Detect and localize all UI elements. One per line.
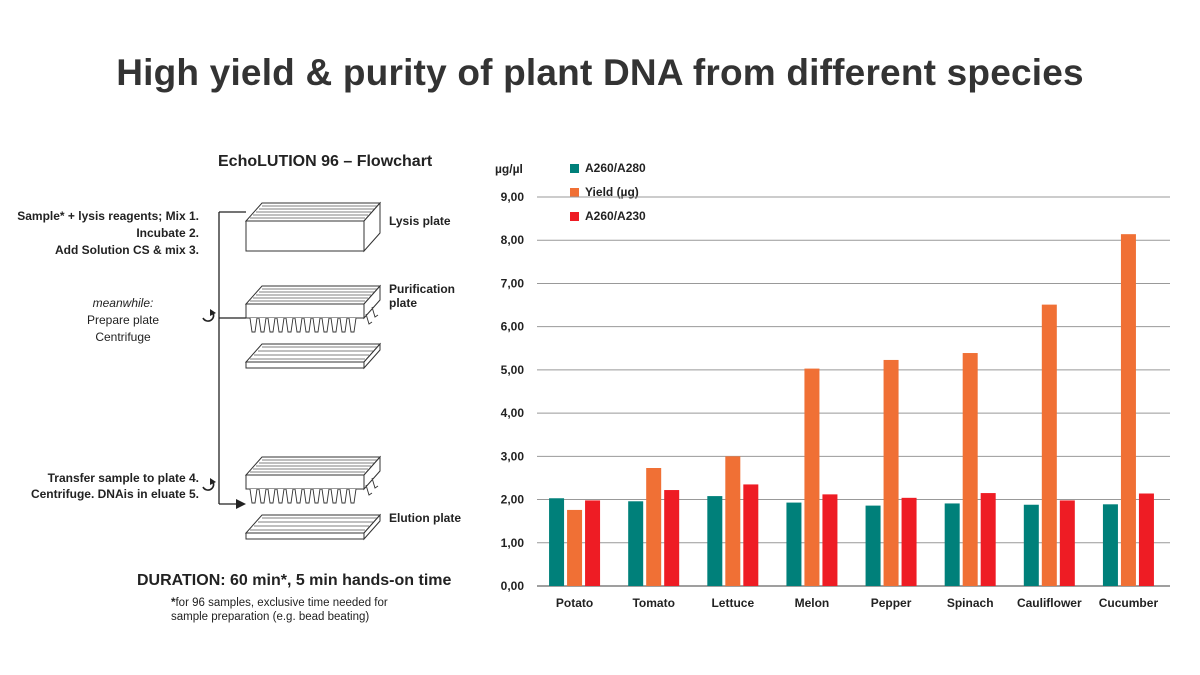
elution-plate-label: Elution plate [389,511,461,525]
bar-tomato-0 [628,501,644,586]
elution-plate-icon [244,455,382,541]
bar-lettuce-1 [725,456,741,586]
legend-swatch [570,164,579,174]
x-tick-label: Melon [795,596,830,610]
legend-swatch [570,212,579,222]
x-tick-label: Lettuce [711,596,754,610]
meanwhile-prepare-plate: Prepare plate [86,313,160,327]
y-axis-label: µg/µl [495,162,523,176]
y-tick-label: 0,00 [501,579,525,593]
y-tick-label: 9,00 [501,190,525,204]
legend-item-a260-a230: A260/A230 [570,209,646,223]
meanwhile-label: meanwhile: [92,296,154,310]
legend-label: Yield (µg) [585,185,639,199]
y-tick-label: 4,00 [501,406,525,420]
flow-connector [218,211,246,505]
bar-spinach-0 [944,503,960,586]
step-1: Sample* + lysis reagents; Mix 1. [17,209,199,223]
step-3: Add Solution CS & mix 3. [54,243,199,257]
legend-item-yield: Yield (µg) [570,185,639,199]
bar-cucumber-2 [1138,493,1154,586]
bar-potato-0 [549,498,565,586]
y-tick-label: 3,00 [501,449,525,463]
x-tick-label: Cucumber [1099,596,1159,610]
bar-melon-0 [786,502,802,586]
lysis-plate-label: Lysis plate [389,214,451,228]
legend-swatch [570,188,579,198]
arrow-head-icon [236,499,246,509]
bar-melon-1 [804,368,820,586]
bar-cauliflower-1 [1041,304,1057,586]
legend-label: A260/A280 [585,161,646,175]
footnote-star: * [171,597,176,609]
y-tick-label: 2,00 [501,493,525,507]
x-tick-label: Cauliflower [1017,596,1082,610]
x-tick-label: Potato [556,596,593,610]
step-4: Transfer sample to plate 4. [47,471,199,485]
y-tick-label: 5,00 [501,363,525,377]
legend-label: A260/A230 [585,209,646,223]
footnote-line-1: for 96 samples, exclusive time needed fo… [175,597,388,609]
bar-cucumber-1 [1120,234,1136,586]
flowchart-title: EchoLUTION 96 – Flowchart [218,153,433,170]
y-tick-label: 8,00 [501,233,525,247]
bar-cauliflower-0 [1023,504,1039,586]
footnote: *for 96 samples, exclusive time needed f… [171,596,451,624]
meanwhile-centrifuge: Centrifuge [95,330,151,344]
bar-tomato-2 [664,490,680,586]
footnote-line-2: sample preparation (e.g. bead beating) [171,611,370,623]
bar-pepper-1 [883,359,899,586]
purification-plate-icon [244,284,382,370]
bar-cauliflower-2 [1059,500,1075,586]
bar-spinach-1 [962,353,978,586]
bar-cucumber-0 [1102,504,1118,586]
purification-plate-label-2: plate [389,296,418,310]
y-tick-label: 7,00 [501,276,525,290]
bar-potato-2 [585,500,601,586]
bar-chart: µg/µl 0,00 1,00 2,00 3,00 4,00 5,00 6,00 7,00 8,… [495,162,1170,610]
bar-pepper-2 [901,497,917,586]
cycle-icon [202,478,216,491]
flowchart-diagram [202,201,382,541]
purification-plate-label-1: Purification [389,282,456,296]
bar-lettuce-2 [743,484,759,586]
bar-tomato-1 [646,468,662,586]
bar-lettuce-0 [707,496,723,586]
x-tick-label: Pepper [871,596,912,610]
x-tick-label: Spinach [947,596,994,610]
duration-text: DURATION: 60 min*, 5 min hands-on time [137,572,452,589]
y-tick-label: 6,00 [501,320,525,334]
bar-spinach-2 [980,493,996,586]
y-tick-label: 1,00 [501,536,525,550]
bar-potato-1 [567,509,583,586]
page-title: High yield & purity of plant DNA from di… [116,52,1084,93]
legend-item-a260-a280: A260/A280 [570,161,646,175]
bar-pepper-0 [865,505,881,586]
step-2: Incubate 2. [136,226,199,240]
lysis-plate-icon [244,201,382,253]
step-5: Centrifuge. DNAis in eluate 5. [30,487,199,501]
bar-melon-2 [822,494,838,586]
x-tick-label: Tomato [632,596,674,610]
cycle-icon [202,309,216,322]
